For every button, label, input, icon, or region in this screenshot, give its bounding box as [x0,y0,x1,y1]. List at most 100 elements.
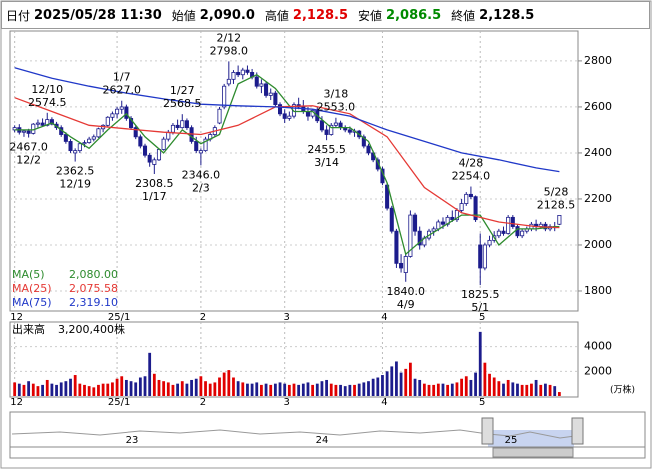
volume-bar [152,373,156,396]
volume-bar [474,372,477,396]
navigator-label: 24 [316,435,329,446]
volume-bar [427,384,431,396]
volume-bar [273,383,277,396]
volume-bar [408,362,412,396]
volume-bar [124,379,128,396]
volume-bar [488,373,491,396]
legend-value: 2,075.58 [69,282,118,295]
annotation-date: 1/17 [142,190,167,203]
volume-bar [264,383,268,396]
volume-bar [432,384,436,396]
candle-body [31,123,36,134]
volume-bar [292,383,296,396]
scrollbar-thumb[interactable] [492,447,574,458]
navigator-handle[interactable] [481,417,494,445]
candle-body [254,76,259,87]
volume-bar [218,377,221,396]
candle-body [245,69,250,73]
candle-body [431,228,436,232]
annotation-date: 1/7 [113,71,131,84]
field-value: 2,128.5 [292,7,349,23]
candle-body [12,127,17,131]
volume-bar [399,372,403,396]
annotation-date: 12/19 [59,178,91,191]
candle-body [259,83,264,87]
candle-body [166,131,171,140]
volume-bar [469,379,473,396]
navigator-handle[interactable] [571,417,584,445]
volume-bar [371,378,375,396]
annotation-value: 2254.0 [452,170,491,183]
candle-body [175,124,180,129]
volume-bar [17,383,21,396]
candle-body [319,120,324,131]
volume-bar [208,383,212,396]
candle-body [156,149,162,161]
candle-body [454,210,459,221]
annotation-value: 2346.0 [182,168,221,181]
candle-body [278,104,283,115]
volume-bar [511,382,515,396]
navigator-trace [11,429,576,439]
annotation-date: 4/28 [459,157,484,170]
volume-bar [129,381,133,396]
volume-bar [222,372,226,396]
candle-body [222,85,227,108]
volume-bar [353,384,356,396]
volume-unit: (万株) [610,384,635,396]
volume-bar [194,378,198,396]
annotation-date: 12/10 [31,83,63,96]
volume-bar [78,383,82,396]
annotation-value: 1825.5 [461,288,500,301]
legend-name: MA(5) [12,268,45,281]
volume-bar [246,383,249,396]
field-value: 2025/05/28 11:30 [34,7,162,23]
volume-bar [362,382,366,396]
volume-bar [50,383,54,396]
candle-body [287,115,292,119]
candle-body [417,230,422,246]
volume-bar [287,384,291,396]
annotation-value: 2308.5 [135,177,174,190]
volume-bar [143,376,147,396]
volume-bar [73,375,77,396]
volume-bar [13,382,17,396]
volume-bar [381,375,384,396]
candle-body [240,69,245,76]
candle-body [91,136,96,140]
candle-body [236,72,241,76]
volume-bar [404,368,408,396]
volume-bar [162,381,166,396]
volume-bar [502,383,505,396]
candle-body [459,203,464,211]
volume-bar [520,384,524,396]
annotation-date: 12/2 [16,154,41,167]
candle-body [478,244,483,269]
x-tick-label: 25/1 [108,397,130,408]
volume-bar [41,384,44,396]
volume-bar [315,383,319,396]
volume-bar [241,382,245,396]
candle-body [464,193,469,204]
navigator-label: 23 [126,435,139,446]
candle-body [73,150,78,154]
volume-bar [227,370,231,396]
volume-bar [204,381,207,396]
annotation-value: 2128.5 [537,198,576,211]
volume-bar [413,378,417,396]
volume-bar [548,384,552,396]
volume-subtitle: 3,200,400株 [58,322,125,336]
volume-bar [171,384,175,396]
annotation-date: 3/14 [314,156,339,169]
volume-bar [553,386,557,396]
volume-bar [185,383,189,396]
ma-line [14,73,560,256]
candle-body [329,124,334,135]
candle-body [129,118,134,129]
annotation-value: 2568.5 [163,97,202,110]
candle-body [119,106,124,110]
candle-body [63,134,68,142]
volume-bar [111,382,114,396]
candle-body [324,129,329,135]
